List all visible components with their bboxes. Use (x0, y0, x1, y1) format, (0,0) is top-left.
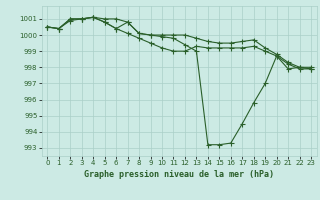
X-axis label: Graphe pression niveau de la mer (hPa): Graphe pression niveau de la mer (hPa) (84, 170, 274, 179)
